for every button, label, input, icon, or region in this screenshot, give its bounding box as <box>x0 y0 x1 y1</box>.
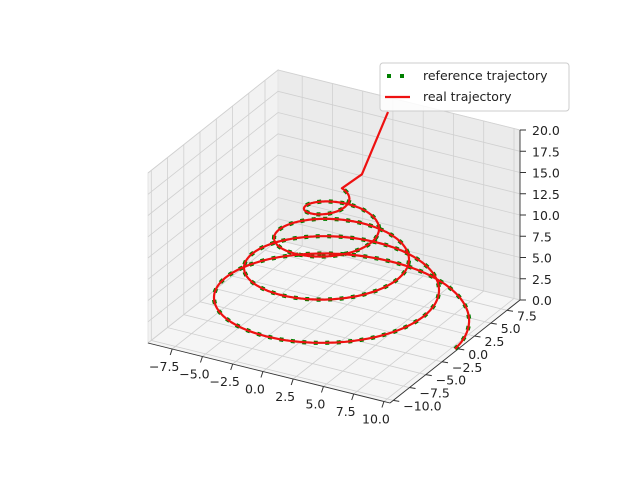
z-tick-label: 20.0 <box>532 123 560 138</box>
grid-line-z <box>147 112 521 216</box>
x-tick-label: 0.0 <box>245 382 265 397</box>
x-tick-label: 7.5 <box>336 404 356 419</box>
y-tick <box>425 374 432 377</box>
x-tick-label: 10.0 <box>362 412 390 427</box>
y-tick <box>506 309 514 312</box>
y-tick <box>458 348 465 351</box>
grid-line-z <box>147 218 521 323</box>
x-tick <box>230 363 234 371</box>
legend-label-real: real trajectory <box>423 89 512 104</box>
z-tick-label: 17.5 <box>532 144 560 159</box>
grid-line-z <box>147 154 521 259</box>
grid-line-z <box>147 175 521 280</box>
legend: reference trajectory real trajectory <box>379 62 570 112</box>
x-tick <box>381 401 385 408</box>
grid-lines <box>147 69 521 402</box>
z-tick-label: 7.5 <box>532 229 552 244</box>
x-tick-label: −7.5 <box>149 359 179 374</box>
grid-line-z <box>147 197 521 301</box>
y-tick-label: 0.0 <box>468 347 488 362</box>
y-tick-label: −7.5 <box>420 386 450 401</box>
y-tick-label: 7.5 <box>517 308 537 323</box>
x-tick <box>320 386 324 393</box>
z-tick-label: 5.0 <box>532 251 552 266</box>
y-axis-line <box>389 299 521 404</box>
y-tick-label: −2.5 <box>452 360 482 375</box>
y-tick-label: 2.5 <box>485 334 505 349</box>
series-real-trajectory <box>212 111 471 350</box>
legend-label-reference: reference trajectory <box>423 68 548 83</box>
x-tick <box>169 348 173 356</box>
tick-labels: −7.5 −5.0 −2.5 0.0 2.5 5.0 7.5 10.0−10.0−7.5−5.… <box>149 123 560 427</box>
legend-frame <box>379 62 570 112</box>
z-tick-label: 0.0 <box>532 293 552 308</box>
x-tick-label: −5.0 <box>179 367 209 382</box>
y-tick <box>474 335 481 338</box>
plot-area <box>211 111 472 351</box>
y-tick-label: −10.0 <box>403 398 441 413</box>
z-tick-label: 15.0 <box>532 166 560 181</box>
x-tick <box>351 393 355 401</box>
y-tick <box>441 361 449 364</box>
z-tick-label: 12.5 <box>532 187 560 202</box>
grid-line-z <box>147 133 521 238</box>
x-tick <box>199 356 203 363</box>
tick-marks <box>147 129 526 408</box>
x-tick-label: 2.5 <box>275 389 295 404</box>
y-tick-label: 5.0 <box>501 321 521 336</box>
x-tick-label: −2.5 <box>210 374 240 389</box>
y-tick <box>490 322 497 325</box>
y-tick <box>393 399 400 402</box>
y-tick <box>409 387 416 390</box>
x-tick <box>290 378 294 386</box>
grid-line-z <box>147 90 521 195</box>
y-tick-label: −5.0 <box>436 373 466 388</box>
x-tick-label: 5.0 <box>306 397 326 412</box>
z-tick-label: 10.0 <box>532 208 560 223</box>
z-tick-label: 2.5 <box>532 272 552 287</box>
x-tick <box>260 371 264 378</box>
x-axis-line <box>147 342 391 404</box>
